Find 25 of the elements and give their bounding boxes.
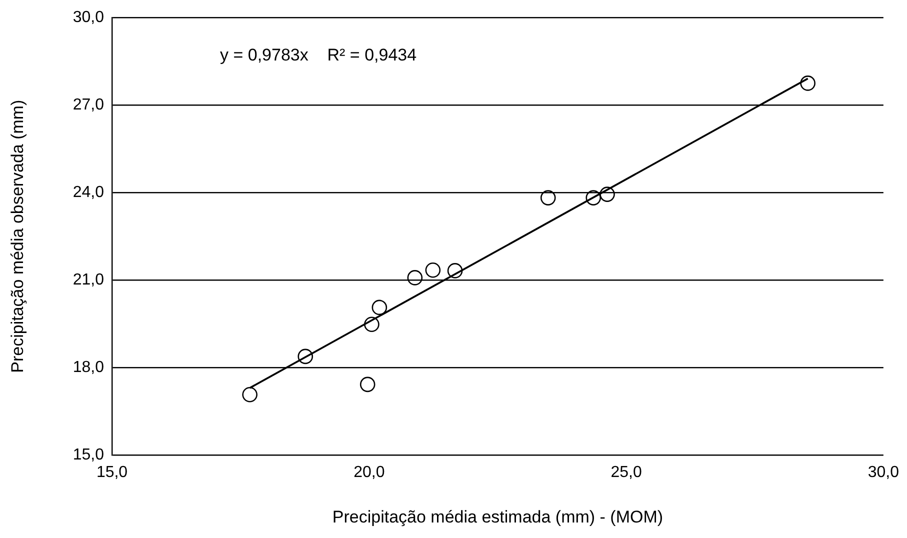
x-tick-label: 20,0 (354, 464, 385, 482)
point (242, 386, 258, 402)
point (540, 190, 556, 206)
x-tick-label: 30,0 (868, 464, 900, 482)
point (586, 190, 602, 206)
point (372, 300, 388, 316)
point (800, 76, 816, 91)
point (447, 263, 463, 278)
point (364, 316, 380, 332)
point (360, 376, 376, 392)
y-tick-label: 21,0 (72, 271, 104, 288)
point (298, 348, 314, 364)
y-tick-label: 24,0 (72, 184, 104, 201)
x-axis-title: Precipitação média estimada (mm) - (MOM) (332, 507, 664, 526)
y-tick-label: 27,0 (72, 96, 104, 114)
point (600, 186, 615, 202)
point (425, 262, 441, 278)
x-tick-label: 25,0 (610, 464, 642, 482)
y-tick-label: 30,0 (72, 9, 104, 26)
annotation: y = 0,9783x R² = 0,9434 (220, 45, 417, 64)
point (407, 270, 423, 286)
y-tick-label: 18,0 (72, 358, 104, 376)
x-tick-label: 15,0 (96, 464, 128, 482)
y-tick-label: 15,0 (72, 446, 104, 464)
y-axis-title: Precipitação média observada (mm) (8, 100, 27, 373)
